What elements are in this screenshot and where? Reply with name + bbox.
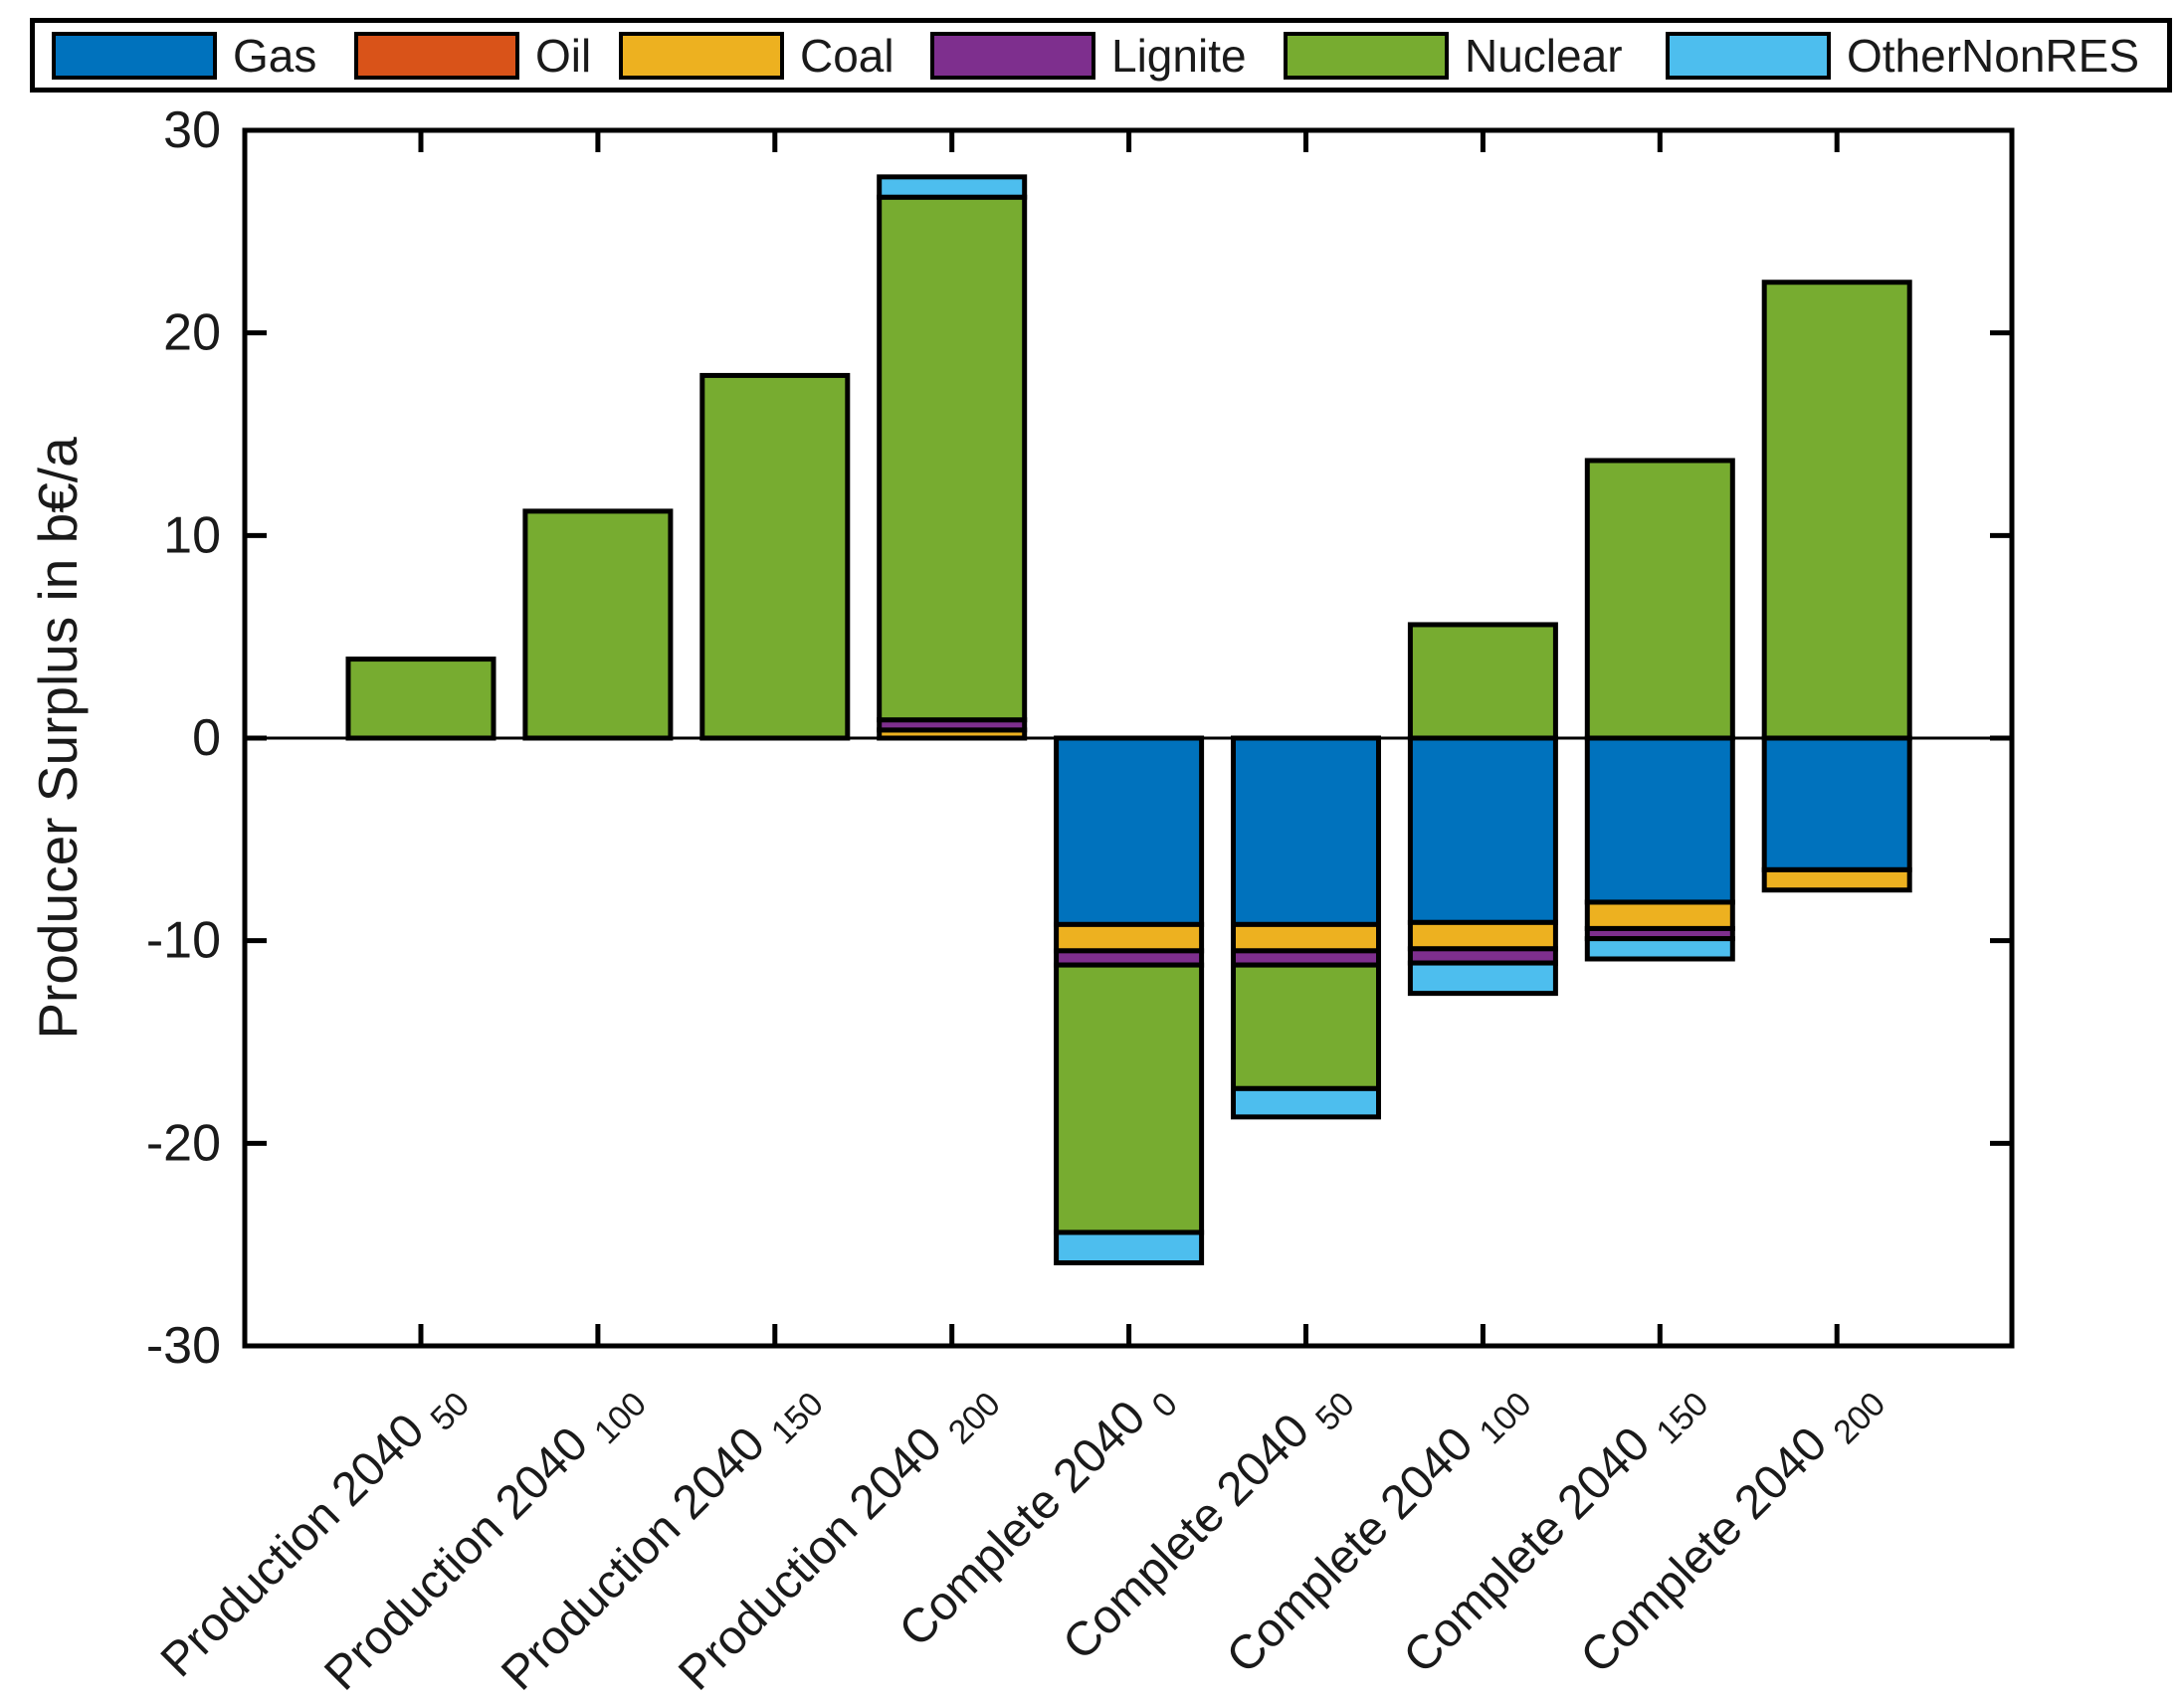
y-tick-label: 30 [163,101,221,159]
x-tick-label: Complete 2040 150 [1394,1368,1716,1690]
bar-segment-nuclear-cat3 [699,372,851,741]
y-tick-label: 0 [192,709,221,767]
x-tick-label: Complete 2040 100 [1217,1368,1539,1690]
bar-segment-coal-cat7 [1407,919,1558,952]
x-tick-label: Complete 2040 200 [1571,1368,1893,1690]
legend-item-lignite: Lignite [930,23,1247,88]
legend-swatch-oil [354,31,519,80]
y-tick-label: -30 [146,1317,221,1375]
bar-segment-nuclear-cat5 [1054,962,1205,1235]
legend-swatch-coal [619,31,784,80]
x-tick-label: Production 2040 50 [151,1368,477,1693]
x-tick-label: Production 2040 100 [314,1368,654,1703]
bar-segment-othernonres-cat5 [1054,1230,1205,1265]
bar-segment-gas-cat5 [1054,735,1205,927]
legend-item-coal: Coal [619,23,894,88]
bar-segment-othernonres-cat8 [1584,936,1735,962]
y-tick-label: -10 [146,912,221,970]
legend-label: OtherNonRES [1847,29,2140,82]
x-tick-label: Production 2040 200 [669,1368,1008,1703]
bar-segment-gas-cat8 [1584,735,1735,905]
legend-swatch-lignite [930,31,1095,80]
legend: Gas Oil Coal Lignite Nuclear OtherNonRES [30,18,2172,93]
y-tick-label: -20 [146,1114,221,1172]
bar-segment-nuclear-cat6 [1231,962,1381,1091]
bar-segment-nuclear-cat7 [1407,622,1558,741]
bar-segment-othernonres-cat4 [877,174,1028,200]
bar-segment-gas-cat7 [1407,735,1558,925]
legend-label: Oil [535,29,592,82]
bar-segment-coal-cat9 [1761,866,1912,893]
legend-label: Coal [800,29,894,82]
bar-segment-othernonres-cat7 [1407,960,1558,997]
bar-segment-coal-cat8 [1584,899,1735,931]
legend-swatch-othernonres [1666,31,1831,80]
bar-segment-nuclear-cat1 [345,657,496,741]
bar-segment-nuclear-cat2 [522,508,674,741]
legend-label: Nuclear [1465,29,1623,82]
x-tick-label: Production 2040 150 [492,1368,831,1703]
legend-label: Gas [233,29,317,82]
bar-segment-coal-cat6 [1231,921,1381,954]
bar-segment-gas-cat6 [1231,735,1381,927]
legend-swatch-gas [52,31,217,80]
legend-item-gas: Gas [52,23,316,88]
bar-segment-coal-cat5 [1054,921,1205,954]
legend-label: Lignite [1111,29,1247,82]
legend-item-oil: Oil [354,23,591,88]
legend-item-nuclear: Nuclear [1284,23,1623,88]
bar-segment-nuclear-cat9 [1761,280,1912,741]
legend-item-othernonres: OtherNonRES [1666,23,2139,88]
legend-swatch-nuclear [1284,31,1449,80]
y-tick-label: 20 [163,304,221,362]
y-tick-label: 10 [163,506,221,564]
bar-segment-nuclear-cat4 [877,194,1028,723]
bar-segment-othernonres-cat6 [1231,1085,1381,1120]
bar-segment-gas-cat9 [1761,735,1912,872]
bar-segment-nuclear-cat8 [1584,458,1735,741]
